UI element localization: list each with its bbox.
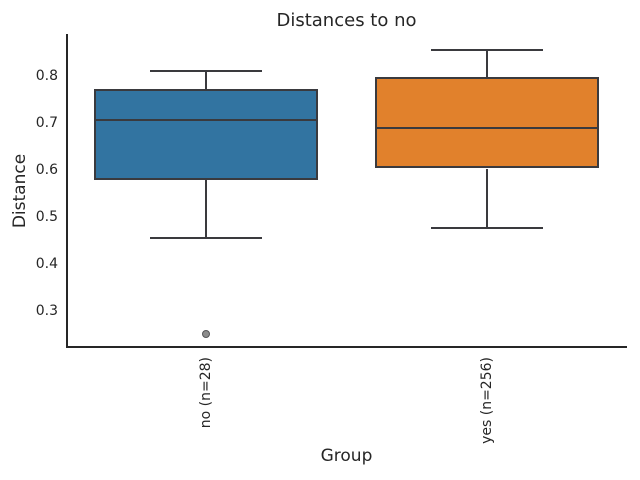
- upper-whisker-cap-yes-n-256: [430, 48, 543, 51]
- y-tick-label: 0.3: [35, 302, 58, 319]
- y-tick-label: 0.8: [35, 68, 58, 85]
- chart-title: Distances to no: [276, 10, 417, 31]
- y-tick-label: 0.4: [35, 255, 58, 272]
- median-line-no-n-28: [94, 119, 319, 122]
- x-tick-label-yes-n-256: yes (n=256): [478, 357, 495, 444]
- median-line-yes-n-256: [374, 126, 599, 129]
- lower-whisker-yes-n-256: [485, 168, 488, 228]
- lower-whisker-cap-yes-n-256: [430, 226, 543, 229]
- upper-whisker-no-n-28: [205, 71, 208, 89]
- x-axis-label: Group: [320, 446, 373, 466]
- lower-whisker-cap-no-n-28: [150, 236, 263, 239]
- y-tick-label: 0.6: [35, 161, 58, 178]
- upper-whisker-yes-n-256: [485, 49, 488, 78]
- boxplot-box-yes-n-256: [374, 77, 599, 169]
- boxplot-box-no-n-28: [94, 88, 319, 181]
- x-tick-label-no-n-28: no (n=28): [198, 357, 215, 429]
- upper-whisker-cap-no-n-28: [150, 70, 263, 73]
- y-tick-label: 0.5: [35, 208, 58, 225]
- plot-area: [66, 34, 627, 348]
- y-tick-label: 0.7: [35, 115, 58, 132]
- lower-whisker-no-n-28: [205, 180, 208, 238]
- outlier-point-no-n-28: [202, 329, 211, 338]
